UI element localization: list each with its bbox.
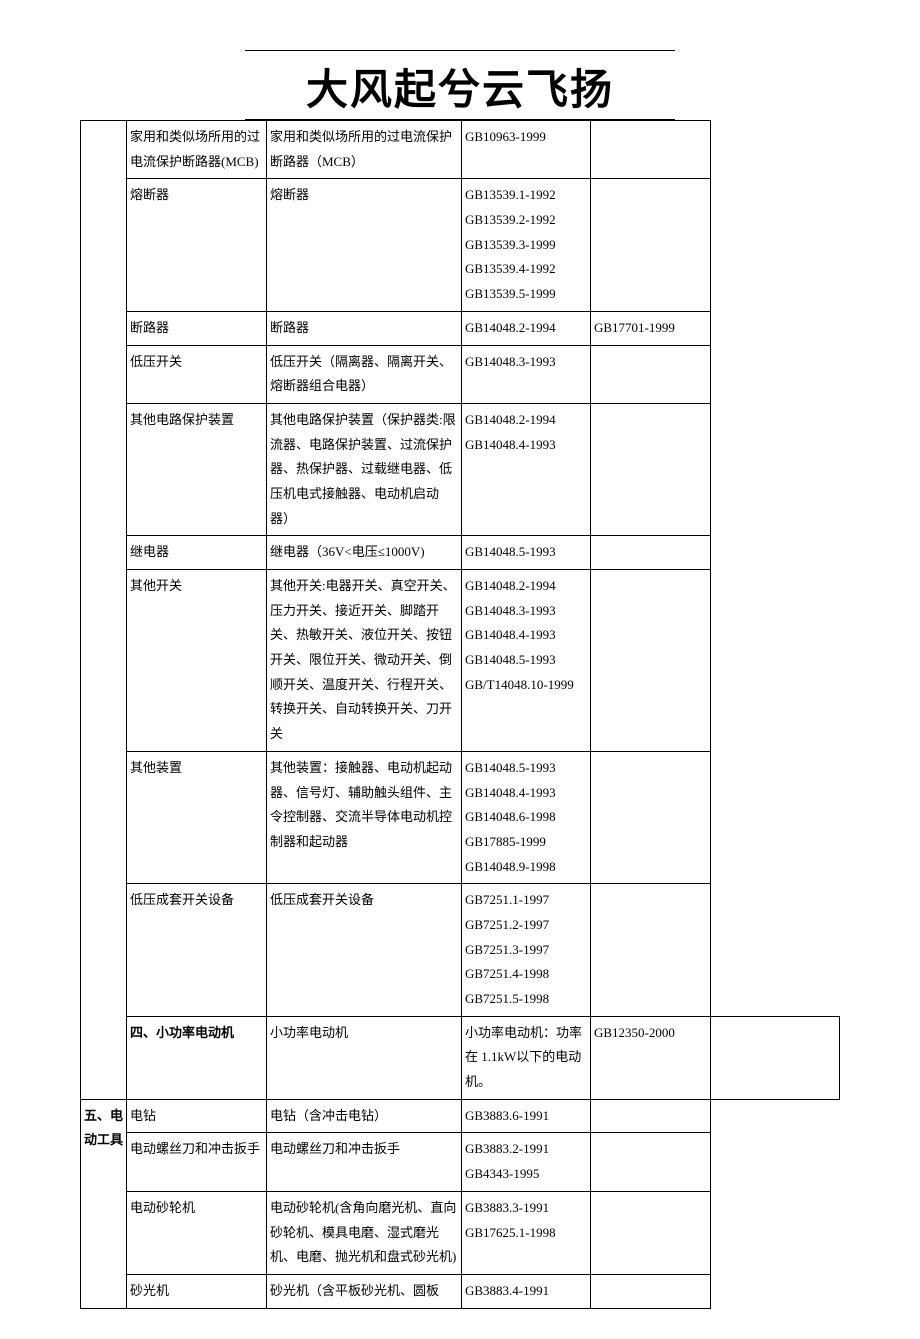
standards-table: 家用和类似场所用的过电流保护断路器(MCB)家用和类似场所用的过电流保护断路器（… <box>80 120 840 1309</box>
category-cell <box>81 121 127 1100</box>
subcategory-cell: 电动螺丝刀和冲击扳手 <box>127 1133 267 1191</box>
table-row: 砂光机砂光机（含平板砂光机、圆板GB3883.4-1991 <box>81 1274 840 1308</box>
description-cell: 砂光机（含平板砂光机、圆板 <box>267 1274 462 1308</box>
standard-cell-1: GB14048.5-1993GB14048.4-1993GB14048.6-19… <box>462 751 591 883</box>
subcategory-cell: 其他开关 <box>127 570 267 752</box>
standard-cell-2 <box>591 570 711 752</box>
table-row: 四、小功率电动机小功率电动机小功率电动机：功率在 1.1kW以下的电动机。GB1… <box>81 1016 840 1099</box>
header-rule-top <box>245 50 675 51</box>
table-row: 其他电路保护装置其他电路保护装置（保护器类:限流器、电路保护装置、过流保护器、热… <box>81 403 840 535</box>
subcategory-cell: 砂光机 <box>127 1274 267 1308</box>
standard-cell-1: GB3883.2-1991GB4343-1995 <box>462 1133 591 1191</box>
standard-cell-1: GB14048.3-1993 <box>462 345 591 403</box>
table-row: 电动螺丝刀和冲击扳手电动螺丝刀和冲击扳手GB3883.2-1991GB4343-… <box>81 1133 840 1191</box>
description-cell: 电动砂轮机(含角向磨光机、直向砂轮机、模具电磨、湿式磨光机、电磨、抛光机和盘式砂… <box>267 1191 462 1274</box>
description-cell: 其他装置：接触器、电动机起动器、信号灯、辅助触头组件、主令控制器、交流半导体电动… <box>267 751 462 883</box>
standard-cell-2 <box>591 1099 711 1133</box>
table-row: 继电器继电器（36V<电压≤1000V)GB14048.5-1993 <box>81 536 840 570</box>
table-row: 低压成套开关设备低压成套开关设备GB7251.1-1997GB7251.2-19… <box>81 884 840 1016</box>
standard-cell-1: GB14048.2-1994GB14048.4-1993 <box>462 403 591 535</box>
standard-cell-2 <box>591 403 711 535</box>
subcategory-cell: 家用和类似场所用的过电流保护断路器(MCB) <box>127 121 267 179</box>
subcategory-cell: 低压成套开关设备 <box>127 884 267 1016</box>
standard-cell-1: GB14048.2-1994GB14048.3-1993GB14048.4-19… <box>462 570 591 752</box>
description-cell: 家用和类似场所用的过电流保护断路器（MCB） <box>267 121 462 179</box>
standard-cell-1: GB3883.4-1991 <box>462 1274 591 1308</box>
category-cell: 五、电动工具 <box>81 1099 127 1308</box>
standard-cell-1: GB13539.1-1992GB13539.2-1992GB13539.3-19… <box>462 179 591 311</box>
description-cell: 其他电路保护装置（保护器类:限流器、电路保护装置、过流保护器、热保护器、过载继电… <box>267 403 462 535</box>
subcategory-cell: 电动砂轮机 <box>127 1191 267 1274</box>
standard-cell-2 <box>591 884 711 1016</box>
standard-cell-1: GB3883.6-1991 <box>462 1099 591 1133</box>
subcategory-cell: 其他装置 <box>127 751 267 883</box>
description-cell: 电钻（含冲击电钻） <box>267 1099 462 1133</box>
table-row: 低压开关低压开关（隔离器、隔离开关、熔断器组合电器）GB14048.3-1993 <box>81 345 840 403</box>
table-row: 断路器断路器GB14048.2-1994GB17701-1999 <box>81 311 840 345</box>
table-row: 其他开关其他开关:电器开关、真空开关、压力开关、接近开关、脚踏开关、热敏开关、液… <box>81 570 840 752</box>
standard-cell-2 <box>591 1274 711 1308</box>
description-cell: 低压开关（隔离器、隔离开关、熔断器组合电器） <box>267 345 462 403</box>
page-title: 大风起兮云飞扬 <box>80 56 840 117</box>
table-row: 家用和类似场所用的过电流保护断路器(MCB)家用和类似场所用的过电流保护断路器（… <box>81 121 840 179</box>
standard-cell-2 <box>591 1191 711 1274</box>
standard-cell-2 <box>591 751 711 883</box>
table-row: 熔断器熔断器GB13539.1-1992GB13539.2-1992GB1353… <box>81 179 840 311</box>
standard-cell-2 <box>591 121 711 179</box>
subcategory-cell: 低压开关 <box>127 345 267 403</box>
standard-cell-2 <box>711 1016 840 1099</box>
standard-cell-2 <box>591 179 711 311</box>
table-row: 其他装置其他装置：接触器、电动机起动器、信号灯、辅助触头组件、主令控制器、交流半… <box>81 751 840 883</box>
subcategory-cell: 其他电路保护装置 <box>127 403 267 535</box>
standard-cell-1: GB12350-2000 <box>591 1016 711 1099</box>
standard-cell-1: GB3883.3-1991GB17625.1-1998 <box>462 1191 591 1274</box>
description-cell: 电动螺丝刀和冲击扳手 <box>267 1133 462 1191</box>
subcategory-cell: 断路器 <box>127 311 267 345</box>
standard-cell-2 <box>591 536 711 570</box>
description-cell: 继电器（36V<电压≤1000V) <box>267 536 462 570</box>
standard-cell-2: GB17701-1999 <box>591 311 711 345</box>
description-cell: 低压成套开关设备 <box>267 884 462 1016</box>
description-cell: 断路器 <box>267 311 462 345</box>
subcategory-cell: 小功率电动机 <box>267 1016 462 1099</box>
subcategory-cell: 继电器 <box>127 536 267 570</box>
category-cell: 四、小功率电动机 <box>127 1016 267 1099</box>
standard-cell-1: GB10963-1999 <box>462 121 591 179</box>
standard-cell-1: GB14048.5-1993 <box>462 536 591 570</box>
subcategory-cell: 熔断器 <box>127 179 267 311</box>
description-cell: 熔断器 <box>267 179 462 311</box>
standard-cell-1: GB14048.2-1994 <box>462 311 591 345</box>
table-row: 五、电动工具电钻电钻（含冲击电钻）GB3883.6-1991 <box>81 1099 840 1133</box>
table-row: 电动砂轮机电动砂轮机(含角向磨光机、直向砂轮机、模具电磨、湿式磨光机、电磨、抛光… <box>81 1191 840 1274</box>
description-cell: 其他开关:电器开关、真空开关、压力开关、接近开关、脚踏开关、热敏开关、液位开关、… <box>267 570 462 752</box>
standard-cell-2 <box>591 345 711 403</box>
description-cell: 小功率电动机：功率在 1.1kW以下的电动机。 <box>462 1016 591 1099</box>
standard-cell-2 <box>591 1133 711 1191</box>
standard-cell-1: GB7251.1-1997GB7251.2-1997GB7251.3-1997G… <box>462 884 591 1016</box>
subcategory-cell: 电钻 <box>127 1099 267 1133</box>
